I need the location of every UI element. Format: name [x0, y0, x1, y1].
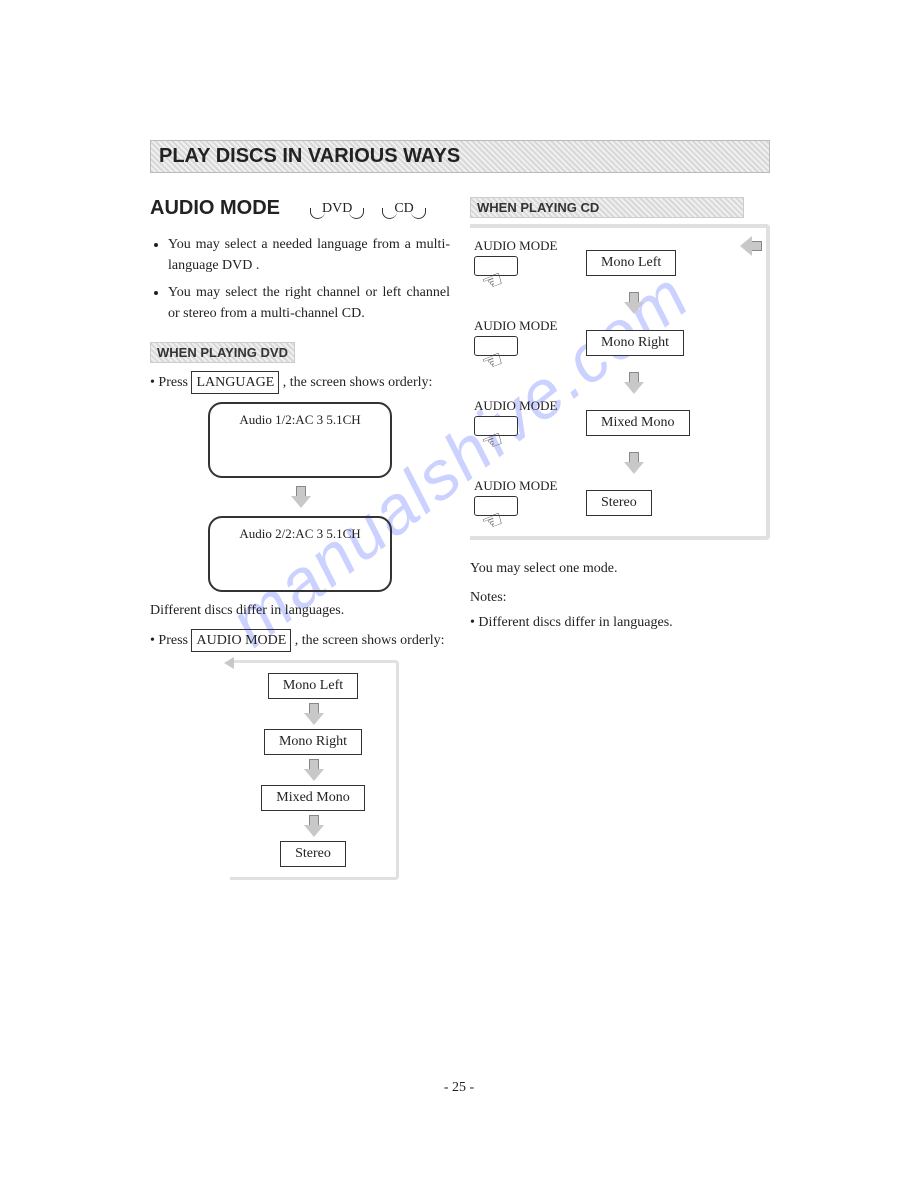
arrow-down-icon [304, 759, 322, 781]
arrow-left-icon [740, 236, 762, 254]
press-audiomode-line: • Press AUDIO MODE , the screen shows or… [150, 629, 450, 652]
button-press-icon: ☜ [474, 336, 532, 368]
mode-box: Stereo [280, 841, 346, 867]
cd-step-4: AUDIO MODE ☜ Stereo [474, 478, 756, 528]
page-number: - 25 - [0, 1080, 918, 1096]
intro-bullets: You may select a needed language from a … [150, 234, 450, 324]
arrow-down-icon [624, 292, 642, 314]
mode-box: Mono Left [268, 673, 358, 699]
intro-bullet-1: You may select a needed language from a … [168, 234, 450, 276]
arrow-down-icon [624, 372, 642, 394]
am-label: AUDIO MODE [474, 398, 574, 414]
mode-box: Mono Right [586, 330, 684, 356]
arrow-down-icon [304, 703, 322, 725]
mode-box: Mixed Mono [586, 410, 690, 436]
dvd-disc-label: DVD [318, 201, 356, 217]
mode-box: Mono Left [586, 250, 676, 276]
screen-box-2: Audio 2/2:AC 3 5.1CH [208, 516, 392, 592]
right-column: WHEN PLAYING CD AUDIO MODE ☜ Mono Left [470, 197, 770, 880]
audio-mode-key: AUDIO MODE [191, 629, 291, 652]
press-language-line: • Press LANGUAGE , the screen shows orde… [150, 371, 450, 394]
arrow-down-icon [291, 486, 309, 508]
select-one-line: You may select one mode. [470, 558, 770, 579]
mode-box: Mono Right [264, 729, 362, 755]
am-label: AUDIO MODE [474, 478, 574, 494]
notes-label: Notes: [470, 587, 770, 608]
cd-disc-label: CD [390, 201, 417, 217]
mode-box: Mixed Mono [261, 785, 365, 811]
page-content: PLAY DISCS IN VARIOUS WAYS AUDIO MODE DV… [150, 140, 770, 880]
cd-step-2: AUDIO MODE ☜ Mono Right [474, 318, 756, 368]
left-column: AUDIO MODE DVD CD You may select a neede… [150, 197, 450, 880]
diff-langs-line: Different discs differ in languages. [150, 600, 450, 621]
cd-step-1: AUDIO MODE ☜ Mono Left [474, 238, 756, 288]
am-label: AUDIO MODE [474, 238, 574, 254]
arrow-down-icon [304, 815, 322, 837]
mode-box: Stereo [586, 490, 652, 516]
cd-step-3: AUDIO MODE ☜ Mixed Mono [474, 398, 756, 448]
dvd-subheading: WHEN PLAYING DVD [150, 342, 295, 363]
cd-subheading: WHEN PLAYING CD [470, 197, 744, 218]
audio-mode-heading: AUDIO MODE [150, 197, 280, 220]
am-label: AUDIO MODE [474, 318, 574, 334]
page-banner: PLAY DISCS IN VARIOUS WAYS [150, 140, 770, 173]
button-press-icon: ☜ [474, 256, 532, 288]
notes-bullet: • Different discs differ in languages. [470, 612, 770, 633]
button-press-icon: ☜ [474, 416, 532, 448]
intro-bullet-2: You may select the right channel or left… [168, 282, 450, 324]
language-key: LANGUAGE [191, 371, 279, 394]
screen-box-1: Audio 1/2:AC 3 5.1CH [208, 402, 392, 478]
button-press-icon: ☜ [474, 496, 532, 528]
arrow-down-icon [624, 452, 642, 474]
